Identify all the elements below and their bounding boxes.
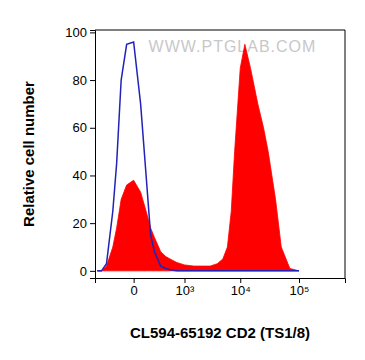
watermark: WWW.PTGLAB.COM — [149, 38, 317, 55]
y-tick: 0 — [80, 264, 95, 279]
x-tick: 0 — [131, 278, 138, 298]
y-tick: 100 — [65, 25, 95, 40]
y-axis-title: Relative cell number — [20, 81, 37, 227]
x-axis-title: CL594-65192 CD2 (TS1/8) — [130, 324, 310, 341]
y-tick-label: 20 — [73, 216, 87, 231]
x-tick: 10³ — [176, 278, 195, 298]
y-tick-label: 60 — [73, 120, 87, 135]
y-tick-mark — [90, 32, 95, 33]
y-tick-mark — [90, 128, 95, 129]
histogram-line — [97, 42, 299, 271]
plot-area — [97, 42, 299, 271]
chart: WWW.PTGLAB.COM 0 10³ 10⁴ 10⁵ 0 20 40 60 80 100 CL59… — [0, 0, 365, 360]
x-axis: 0 10³ 10⁴ 10⁵ — [96, 278, 346, 298]
x-tick-label: 0 — [131, 283, 138, 298]
y-tick-label: 0 — [80, 264, 87, 279]
y-tick-label: 100 — [65, 25, 87, 40]
y-tick: 20 — [73, 216, 95, 231]
y-tick-mark — [90, 175, 95, 176]
x-tick-label: 10⁴ — [231, 283, 251, 298]
y-tick: 40 — [73, 168, 95, 183]
y-tick-mark — [90, 80, 95, 81]
x-tick-label: 10⁵ — [290, 283, 310, 298]
y-axis-line — [90, 31, 96, 279]
y-tick-label: 40 — [73, 168, 87, 183]
y-tick: 80 — [73, 73, 95, 88]
y-tick: 60 — [73, 120, 95, 135]
y-axis: 0 20 40 60 80 100 — [65, 25, 95, 278]
y-tick-mark — [90, 223, 95, 224]
x-tick: 10⁴ — [231, 278, 251, 298]
y-tick-label: 80 — [73, 73, 87, 88]
y-tick-mark — [90, 271, 95, 272]
x-tick-label: 10³ — [176, 283, 195, 298]
plot-frame — [95, 30, 345, 278]
x-tick: 10⁵ — [290, 278, 310, 298]
histogram-area — [97, 44, 299, 271]
